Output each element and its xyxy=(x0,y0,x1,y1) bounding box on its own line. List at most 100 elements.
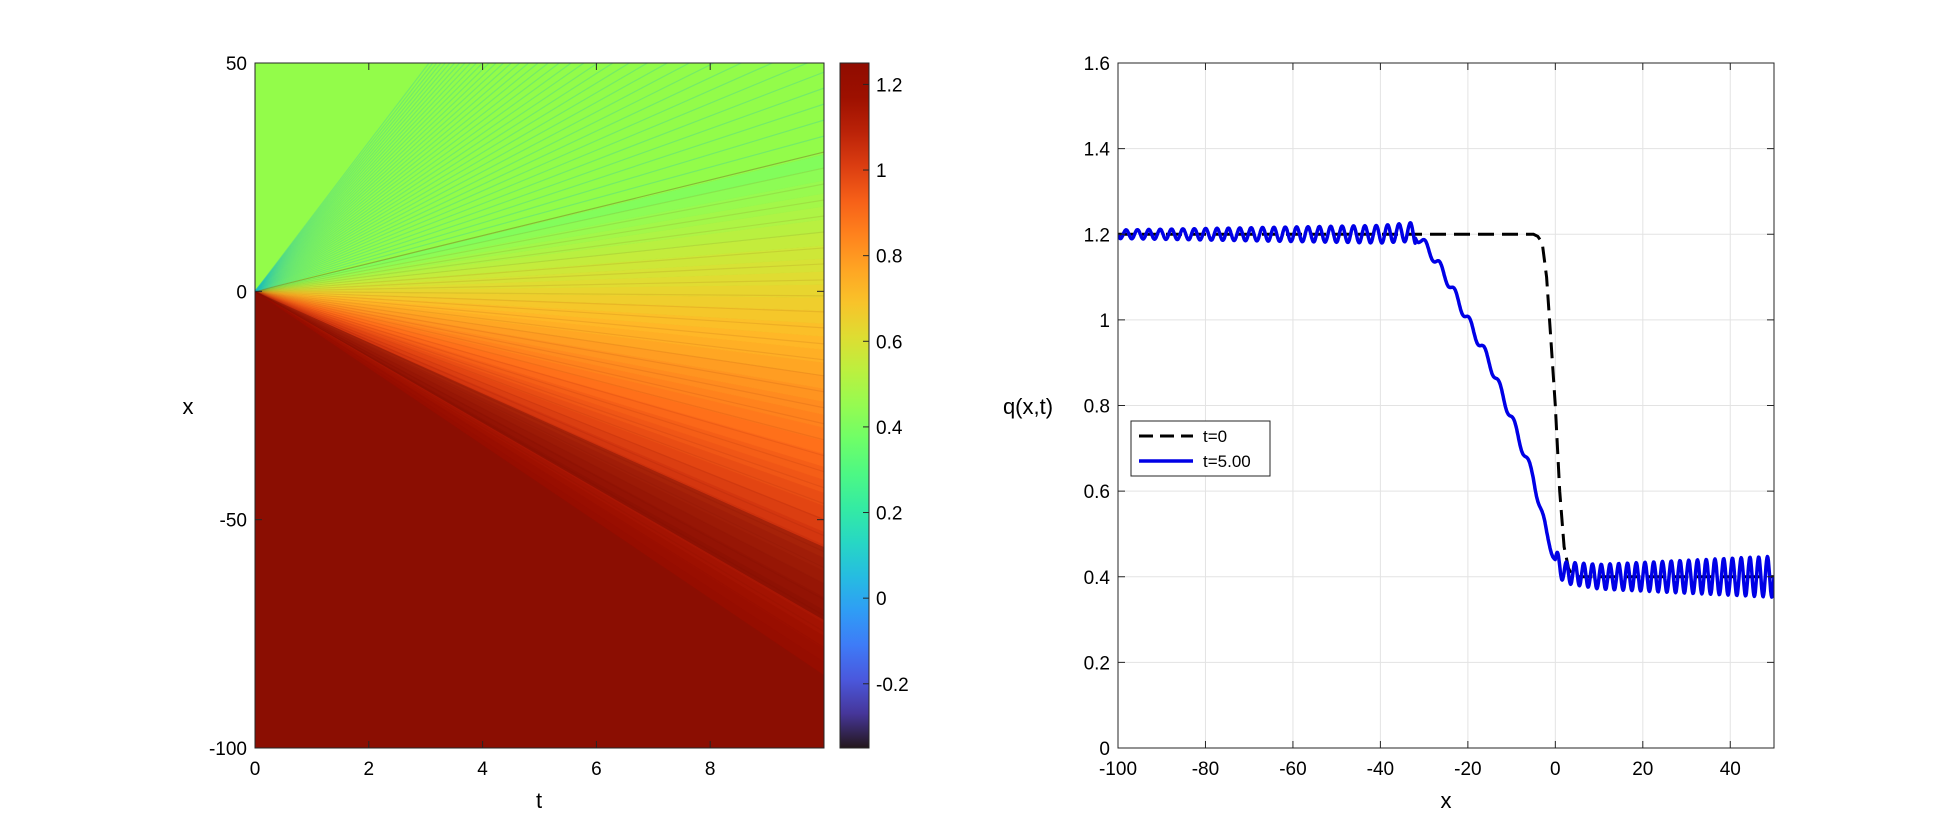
series-t5-line xyxy=(1118,221,1774,599)
line-plot-y-tick-label: 0.4 xyxy=(1084,568,1111,589)
heatmap-stripe xyxy=(255,63,585,292)
line-plot-x-tick-label: -100 xyxy=(1099,759,1137,780)
heatmap-stripe xyxy=(255,290,824,425)
heatmap-stripe xyxy=(255,63,631,292)
line-plot-x-tick-label: 40 xyxy=(1720,759,1741,780)
heatmap-stripe xyxy=(255,71,824,292)
line-plot-x-tick-label: -80 xyxy=(1192,759,1219,780)
heatmap-x-tick-label: 4 xyxy=(477,759,488,780)
colorbar-ticks: -0.2 0 0.2 0.4 0.6 0.8 1 1.2 xyxy=(863,75,909,696)
heatmap-stripe xyxy=(255,290,824,617)
heatmap-stripe xyxy=(255,87,824,292)
heatmap-stripe xyxy=(255,135,824,292)
heatmap-stripe xyxy=(255,290,824,585)
heatmap-stripe xyxy=(255,290,824,473)
line-plot-y-tick-label: 0 xyxy=(1099,739,1110,760)
heatmap-stripe xyxy=(255,290,824,633)
heatmap-stripe xyxy=(255,63,513,292)
heatmap-stripe xyxy=(255,63,466,292)
colorbar-tick-label: -0.2 xyxy=(876,675,909,696)
colorbar-tick-label: 0.4 xyxy=(876,418,903,439)
colorbar xyxy=(839,62,870,749)
heatmap-stripe xyxy=(255,63,442,292)
heatmap-x-axis-label: t xyxy=(536,788,542,813)
heatmap-x-tick-label: 2 xyxy=(364,759,375,780)
heatmap-stripe xyxy=(255,183,824,292)
heatmap-stripe xyxy=(255,247,824,292)
heatmap-stripe xyxy=(255,290,824,649)
heatmap-stripe xyxy=(255,290,824,361)
heatmap-x-tick-label: 6 xyxy=(591,759,602,780)
line-plot-series xyxy=(1118,221,1774,599)
heatmap-x-tick-label: 8 xyxy=(705,759,716,780)
line-plot-x-tick-label: -20 xyxy=(1454,759,1481,780)
heatmap-stripe xyxy=(255,290,824,489)
heatmap-stripe xyxy=(255,290,824,329)
heatmap-stripe xyxy=(255,63,461,292)
heatmap-stripe xyxy=(255,290,824,441)
heatmap-stripe xyxy=(255,290,824,601)
heatmap-stripe xyxy=(255,63,669,292)
heatmap-stripe xyxy=(255,63,484,292)
line-plot-y-tick-label: 1.6 xyxy=(1084,54,1110,75)
colorbar-tick-label: 1 xyxy=(876,161,887,182)
colorbar-tick-label: 1.2 xyxy=(876,75,902,96)
line-plot-x-tick-label: -60 xyxy=(1279,759,1306,780)
line-plot-y-tick-label: 0.2 xyxy=(1084,653,1110,674)
heatmap-stripe xyxy=(255,290,824,297)
heatmap-stripe xyxy=(255,290,824,569)
heatmap-stripe xyxy=(255,290,824,457)
heatmap-stripe xyxy=(255,63,521,292)
heatmap-stripe xyxy=(255,63,434,292)
heatmap-stripe xyxy=(255,290,824,377)
heatmap-stripe xyxy=(255,290,824,313)
legend-label-t5: t=5.00 xyxy=(1203,452,1251,471)
colorbar-tick-label: 0.8 xyxy=(876,247,902,268)
heatmap-stripe xyxy=(255,63,573,292)
colorbar-tick-label: 0 xyxy=(876,589,887,610)
heatmap-y-tick-label: 0 xyxy=(236,282,247,303)
colorbar-tick-label: 0.2 xyxy=(876,504,902,525)
colorbar-tick-label: 0.6 xyxy=(876,332,902,353)
heatmap-field xyxy=(255,63,824,748)
heatmap-stripe xyxy=(255,199,824,292)
legend-label-t0: t=0 xyxy=(1203,427,1227,446)
heatmap-stripe xyxy=(255,119,824,292)
line-plot-y-ticks: 0 0.2 0.4 0.6 0.8 1 1.2 1.4 1.6 xyxy=(1084,54,1774,760)
heatmap-stripe xyxy=(255,63,550,292)
heatmap-stripe xyxy=(255,63,561,292)
heatmap-stripe xyxy=(255,103,824,292)
heatmap-stripe xyxy=(255,63,456,292)
heatmap-y-axis-label: x xyxy=(183,394,194,419)
line-plot-y-axis-label: q(x,t) xyxy=(1003,394,1053,419)
line-plot-y-tick-label: 0.6 xyxy=(1084,482,1110,503)
heatmap-dark-band xyxy=(255,291,824,621)
heatmap-x-tick-label: 0 xyxy=(250,759,261,780)
heatmap-stripe xyxy=(255,290,824,553)
heatmap-y-tick-label: -50 xyxy=(220,511,247,532)
heatmap-stripe xyxy=(255,63,472,292)
heatmap-stripe xyxy=(255,63,743,292)
heatmap-stripe xyxy=(255,63,497,292)
heatmap-stripe xyxy=(255,63,809,292)
heatmap-stripe xyxy=(255,63,505,292)
heatmap-stripe xyxy=(255,290,824,409)
heatmap-stripe xyxy=(255,63,491,292)
heatmap-y-tick-label: 50 xyxy=(226,54,247,75)
heatmap-stripe xyxy=(255,63,716,292)
line-plot-y-tick-label: 0.8 xyxy=(1084,397,1110,418)
heatmap-stripe xyxy=(255,63,451,292)
line-plot-y-tick-label: 1.4 xyxy=(1084,140,1111,161)
heatmap-stripe xyxy=(255,290,824,537)
heatmap-stripe xyxy=(255,279,824,292)
heatmap-panel: 0 2 4 6 8 -100 -50 0 50 t x -0.2 0 0.2 0.4 0.6 0.8 1 1… xyxy=(183,54,909,813)
line-plot-x-axis-label: x xyxy=(1441,788,1452,813)
heatmap-stripe xyxy=(255,63,614,292)
heatmap-stripe xyxy=(255,63,649,292)
heatmap-right-state xyxy=(255,63,824,292)
heatmap-stripe xyxy=(255,167,824,292)
heatmap-stripe xyxy=(255,63,774,292)
heatmap-stripe xyxy=(255,63,478,292)
heatmap-stripe xyxy=(255,290,824,345)
